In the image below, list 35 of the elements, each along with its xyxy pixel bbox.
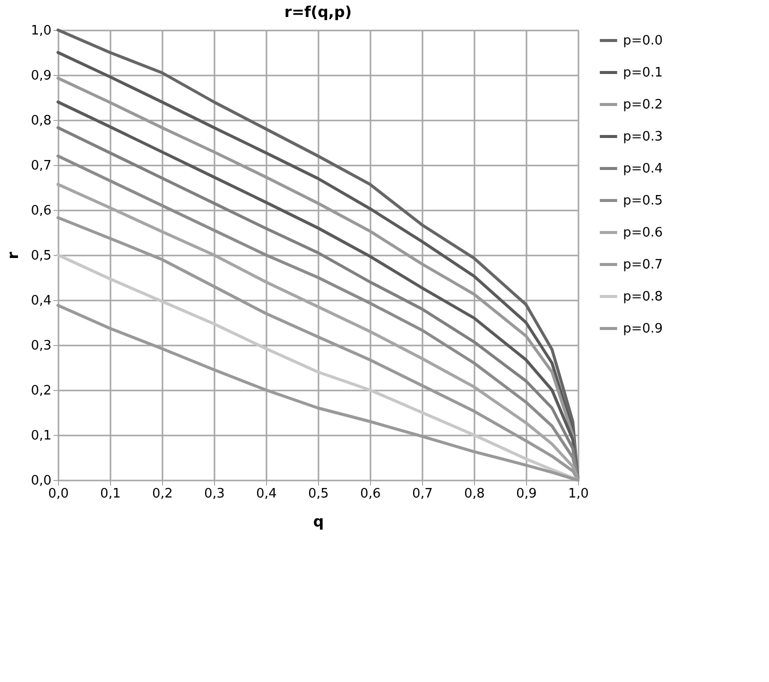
legend-label: p=0.5	[623, 194, 663, 208]
legend-label: p=0.0	[623, 34, 663, 48]
y-tick-label: 0,1	[30, 428, 52, 444]
y-tick-label: 0,6	[30, 204, 52, 218]
x-tick-label: 0,0	[48, 486, 69, 502]
legend-label: p=0.2	[623, 98, 663, 112]
legend-label: p=0.1	[623, 66, 663, 80]
x-tick-label: 0,7	[412, 486, 433, 502]
y-tick-label: 0,5	[30, 248, 52, 264]
y-tick-label: 0,4	[30, 294, 52, 308]
legend-label: p=0.9	[623, 322, 663, 336]
x-tick-label: 0,6	[360, 486, 381, 502]
y-tick-label: 0,8	[30, 114, 52, 128]
x-tick-label: 0,4	[256, 486, 277, 502]
y-tick-label: 0,7	[30, 158, 52, 174]
x-tick-label: 0,2	[152, 486, 173, 502]
x-tick-label: 0,3	[204, 486, 225, 502]
y-tick-label: 0,2	[30, 384, 52, 398]
y-tick-label: 0,3	[30, 338, 52, 354]
legend-label: p=0.8	[623, 290, 663, 304]
y-tick-label: 0,9	[30, 68, 52, 84]
y-tick-label: 1,0	[30, 24, 52, 38]
x-tick-label: 0,9	[516, 486, 537, 502]
x-tick-label: 1,0	[568, 486, 589, 502]
x-tick-label: 0,1	[100, 486, 121, 502]
chart-title: r=f(q,p)	[284, 3, 352, 21]
y-axis-title: r	[4, 251, 22, 260]
x-tick-label: 0,5	[308, 486, 329, 502]
y-tick-label: 0,0	[30, 474, 52, 488]
legend-label: p=0.4	[623, 162, 663, 176]
legend-label: p=0.7	[623, 258, 663, 272]
x-axis-title: q	[313, 512, 324, 530]
x-tick-label: 0,8	[464, 486, 485, 502]
legend-label: p=0.3	[623, 130, 663, 144]
legend-label: p=0.6	[623, 226, 663, 240]
